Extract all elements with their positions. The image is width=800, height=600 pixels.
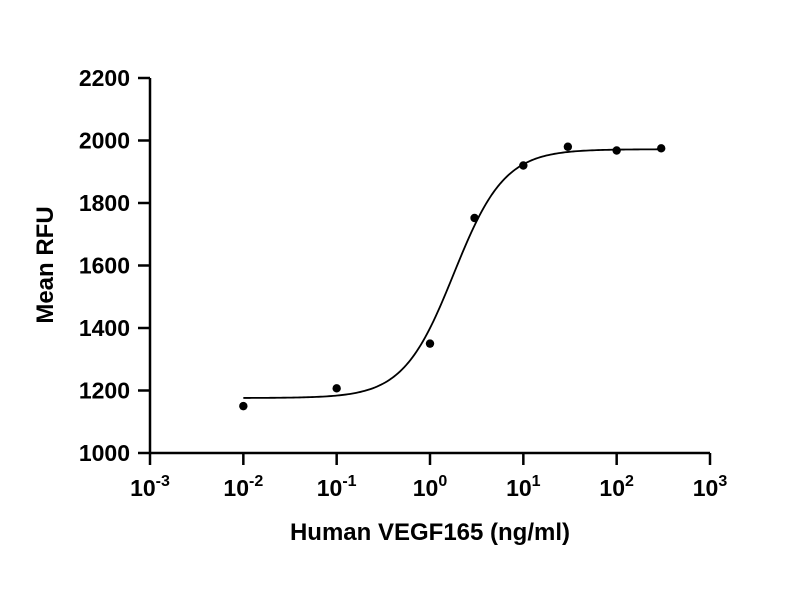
data-point — [332, 384, 341, 393]
x-tick-exponent: -1 — [342, 473, 356, 490]
y-axis-title: Mean RFU — [32, 206, 59, 323]
data-point — [470, 213, 479, 223]
x-tick-label: 10-1 — [317, 473, 357, 501]
x-tick-base: 10 — [599, 475, 625, 501]
y-axis: 1000 1200 1400 1600 1800 2000 2200 — [79, 65, 152, 466]
x-tick-base: 10 — [506, 475, 532, 501]
data-point — [563, 142, 573, 151]
x-tick-exponent: 3 — [718, 473, 727, 490]
y-tick-label: 1600 — [79, 253, 130, 279]
x-tick-base: 10 — [693, 475, 719, 501]
x-tick-label: 103 — [693, 473, 728, 501]
x-tick-base: 10 — [223, 475, 249, 501]
data-point — [425, 339, 435, 348]
fit-curve-group — [243, 148, 662, 399]
data-points — [239, 142, 666, 411]
x-tick-exponent: -2 — [249, 473, 263, 490]
data-point — [519, 161, 528, 170]
x-tick-exponent: 2 — [625, 473, 634, 490]
y-tick-label: 1400 — [79, 315, 130, 341]
x-tick-label: 100 — [413, 473, 448, 501]
y-tick-label: 1000 — [79, 440, 130, 466]
x-tick-label: 102 — [599, 473, 634, 501]
y-tick-label: 1800 — [79, 190, 130, 216]
x-tick-exponent: 1 — [532, 473, 541, 490]
data-point — [656, 144, 666, 153]
x-tick-exponent: 0 — [438, 473, 447, 490]
data-point — [612, 146, 621, 155]
x-tick-label: 101 — [506, 473, 541, 501]
x-axis: 10-3 10-2 10-1 100 101 102 103 — [130, 451, 728, 501]
x-tick-exponent: -3 — [156, 473, 170, 490]
x-tick-base: 10 — [130, 475, 156, 501]
data-point — [239, 401, 248, 411]
y-tick-label: 2200 — [79, 65, 130, 91]
y-tick-label: 1200 — [79, 378, 130, 404]
y-tick-label: 2000 — [79, 128, 130, 154]
x-tick-label: 10-3 — [130, 473, 170, 501]
x-tick-label: 10-2 — [223, 473, 263, 501]
x-tick-base: 10 — [317, 475, 343, 501]
fit-curve — [243, 148, 662, 399]
x-axis-title: Human VEGF165 (ng/ml) — [290, 519, 570, 546]
x-tick-base: 10 — [413, 475, 439, 501]
